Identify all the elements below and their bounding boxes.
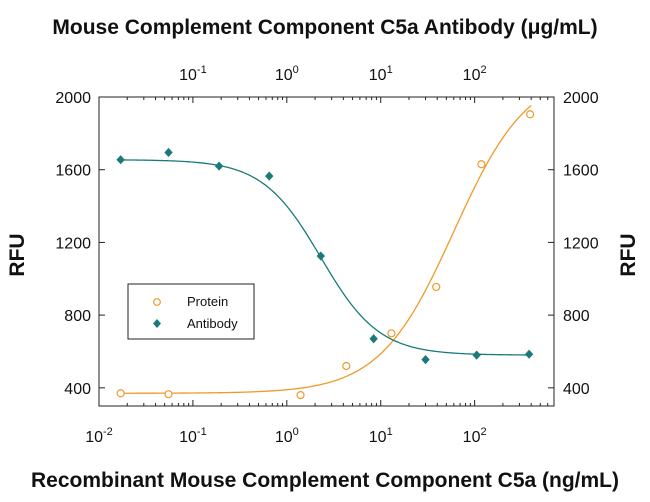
protein-data-point — [526, 110, 535, 119]
protein-fit-curve — [120, 104, 532, 394]
protein-data-point — [477, 160, 486, 169]
protein-data-point — [164, 390, 173, 399]
antibody-data-point — [265, 171, 274, 181]
antibody-data-point — [316, 251, 325, 261]
y-tick-label-left: 800 — [64, 308, 91, 325]
legend-box — [127, 283, 255, 340]
x-tick-label-bottom: 102 — [463, 426, 487, 446]
x-axis-label: Recombinant Mouse Complement Component C… — [31, 469, 619, 492]
x-tick-label-top: 10-1 — [179, 64, 207, 84]
antibody-data-point — [472, 350, 481, 360]
antibody-fit-curve — [120, 159, 532, 356]
antibody-data-point — [421, 355, 430, 365]
y-tick-label-left: 1600 — [55, 163, 91, 180]
antibody-data-point — [524, 349, 534, 359]
legend-antibody-marker — [153, 319, 161, 328]
protein-data-point — [342, 361, 351, 371]
y-tick-label-left: 2000 — [55, 90, 91, 107]
plot-frame — [98, 96, 555, 407]
y-tick-label-right: 1600 — [563, 163, 599, 180]
ticks-layer: 400 400 800 800 1200 1200 1600 1600 2000 2000 10-2… — [55, 64, 598, 446]
legend: Protein Antibody — [127, 283, 255, 340]
curves-layer — [120, 104, 532, 394]
protein-data-point — [116, 389, 125, 398]
legend-protein-marker — [153, 298, 161, 306]
x-tick-label-bottom: 100 — [275, 426, 299, 446]
protein-data-point — [387, 329, 396, 338]
x-tick-label-top: 102 — [463, 64, 487, 84]
protein-data-point — [296, 390, 305, 400]
chart-title: Mouse Complement Component C5a Antibody … — [52, 16, 597, 39]
x-tick-label-bottom: 101 — [369, 426, 393, 446]
legend-protein-label: Protein — [187, 294, 228, 309]
y-axis-label-left: RFU — [6, 233, 29, 276]
y-tick-label-right: 1200 — [563, 235, 599, 252]
x-tick-label-bottom: 10-1 — [179, 426, 207, 446]
protein-data-point — [432, 282, 441, 292]
y-tick-label-left: 1200 — [55, 235, 91, 252]
legend-antibody-label: Antibody — [187, 316, 238, 331]
x-tick-label-top: 101 — [369, 64, 393, 84]
y-tick-label-right: 2000 — [563, 90, 599, 107]
x-tick-label-bottom: 10-2 — [85, 426, 113, 446]
y-axis-label-right: RFU — [617, 233, 640, 276]
y-tick-label-left: 400 — [64, 381, 91, 398]
points-layer — [116, 110, 535, 400]
x-tick-label-top: 100 — [275, 64, 299, 84]
y-tick-label-right: 800 — [563, 308, 590, 325]
antibody-data-point — [116, 155, 125, 165]
antibody-data-point — [214, 161, 224, 171]
antibody-data-point — [369, 334, 378, 344]
y-tick-label-right: 400 — [563, 381, 590, 398]
antibody-data-point — [164, 147, 173, 158]
